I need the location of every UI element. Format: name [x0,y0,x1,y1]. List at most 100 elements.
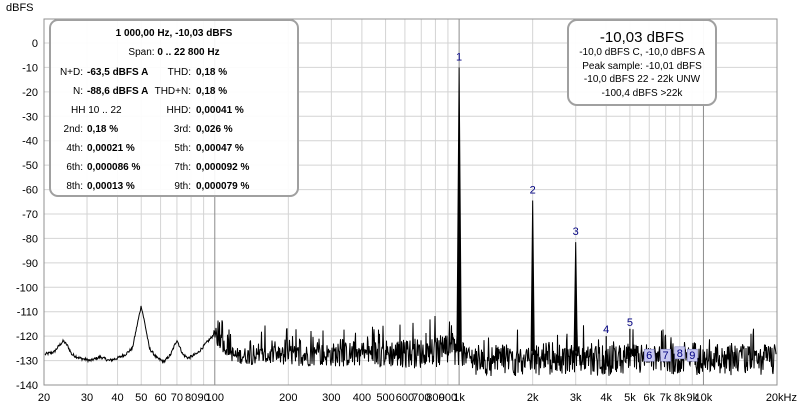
harmonic-label: 9 [689,350,695,362]
metric-value: 0,000079 % [196,181,250,192]
x-tick-label: 900 [439,392,457,404]
span-readout: Span: 0 .. 22 800 Hz [51,47,297,58]
metric-value: 0,000092 % [196,162,250,173]
metric-value: 0,00047 % [196,143,244,154]
level-line: Peak sample: -10,01 dBFS [582,60,702,72]
measurement-info-box: 1 000,00 Hz, -10,03 dBFS Span: 0 .. 22 8… [49,19,299,197]
level-line: -10,0 dBFS 22 - 22k UNW [583,74,701,85]
x-tick-label: 2k [527,392,539,404]
x-tick-label: 1k [453,392,465,404]
x-tick-label: 30 [81,392,93,404]
y-tick-label: -70 [22,209,38,221]
harmonic-label: 5 [627,317,633,329]
metric-label: 6th: [66,162,83,173]
x-tick-label: 50 [135,392,147,404]
harmonic-peak [456,67,462,352]
main-level-value: -10,03 dBFS [599,29,685,46]
x-tick-label: 300 [322,392,340,404]
y-tick-label: -120 [16,331,38,343]
x-tick-label: 800 [426,392,444,404]
metric-label: 4th: [66,143,83,154]
harmonic-marker [643,348,655,362]
y-tick-label: -30 [22,111,38,123]
harmonic-marker [686,348,698,362]
harmonic-marker [660,348,671,362]
y-tick-labels: 0 -10 -20 -30 -40 -50 -60 -70 -80 -90 -100 -110 -120… [16,38,38,392]
frequency-level-readout: 1 000,00 Hz, -10,03 dBFS [115,28,233,39]
harmonic-label: 1 [456,52,462,64]
metric-value: -88,6 dBFS A [87,86,149,97]
x-tick-label: 20kHz [766,392,797,404]
metric-label: 3rd: [173,124,191,135]
y-tick-label: 0 [32,38,38,50]
level-line: -10,0 dBFS C, -10,0 dBFS A [579,47,705,58]
x-tick-label: 500 [376,392,394,404]
metric-value: 0,18 % [87,124,119,135]
harmonic-peak [573,242,578,352]
x-tick-label: 8k [674,392,686,404]
harmonic-peak [530,200,535,352]
x-tick-label: 40 [111,392,123,404]
harmonic-label: 8 [677,348,683,360]
metric-value: HH 10 .. 22 [71,105,122,116]
x-tick-label: 600 [396,392,414,404]
metric-value: 0,026 % [196,124,233,135]
x-tick-label: 5k [624,392,636,404]
metric-value: 0,18 % [196,86,228,97]
metric-label: THD: [167,67,191,78]
metric-label: THD+N: [154,86,191,97]
x-tick-label: 10k [695,392,713,404]
harmonic-label: 4 [603,324,609,336]
metric-label: 8th: [66,181,83,192]
x-tick-label: 70 [171,392,183,404]
metric-value: 0,000086 % [87,162,141,173]
x-tick-label: 6k [643,392,655,404]
metric-label: N: [73,86,83,97]
harmonic-label: 2 [530,185,536,197]
metric-label: 2nd: [63,124,83,135]
x-tick-label: 100 [206,392,224,404]
y-tick-label: -60 [22,185,38,197]
y-tick-label: -50 [22,160,38,172]
harmonic-label: 7 [663,350,669,362]
x-tick-label: 9k [686,392,698,404]
metric-label: 7th: [174,162,191,173]
span-label: Span: [128,47,155,58]
y-tick-label: -130 [16,356,38,368]
metric-label: 9th: [174,181,191,192]
y-axis-title: dBFS [6,2,34,14]
x-tick-label: 80 [185,392,197,404]
span-value: 0 .. 22 800 Hz [157,47,220,58]
y-tick-label: -80 [22,233,38,245]
x-tick-label: 400 [353,392,371,404]
x-tick-label: 4k [600,392,612,404]
harmonic-label: 3 [573,226,579,238]
metric-value: 0,00041 % [196,105,244,116]
harmonic-peaks: 1 2 3 4 5 6 7 8 9 [456,52,698,362]
metric-value: 0,00021 % [87,143,135,154]
plot-frame [43,18,778,386]
metric-value: -63,5 dBFS A [87,67,149,78]
metric-value: 0,18 % [196,67,228,78]
metric-label: 5th: [174,143,191,154]
x-tick-label: 60 [154,392,166,404]
x-tick-label: 90 [197,392,209,404]
x-tick-label: 3k [570,392,582,404]
level-readout-box: -10,03 dBFS -10,0 dBFS C, -10,0 dBFS A P… [567,19,717,106]
harmonic-label: 6 [646,350,652,362]
metric-value: 0,00013 % [87,181,135,192]
harmonic-marker [674,346,686,360]
x-tick-label: 200 [279,392,297,404]
y-tick-label: -10 [22,62,38,74]
metric-label: N+D: [59,67,83,78]
y-tick-label: -100 [16,282,38,294]
x-tick-label: 20 [38,392,50,404]
y-tick-label: -110 [17,307,38,319]
x-tick-label: 7k [660,392,672,404]
y-tick-label: -90 [22,258,38,270]
x-tick-label: 700 [412,392,430,404]
level-line: -100,4 dBFS >22k [601,87,683,99]
metric-label: HHD: [166,105,191,116]
y-tick-label: -40 [22,136,38,148]
